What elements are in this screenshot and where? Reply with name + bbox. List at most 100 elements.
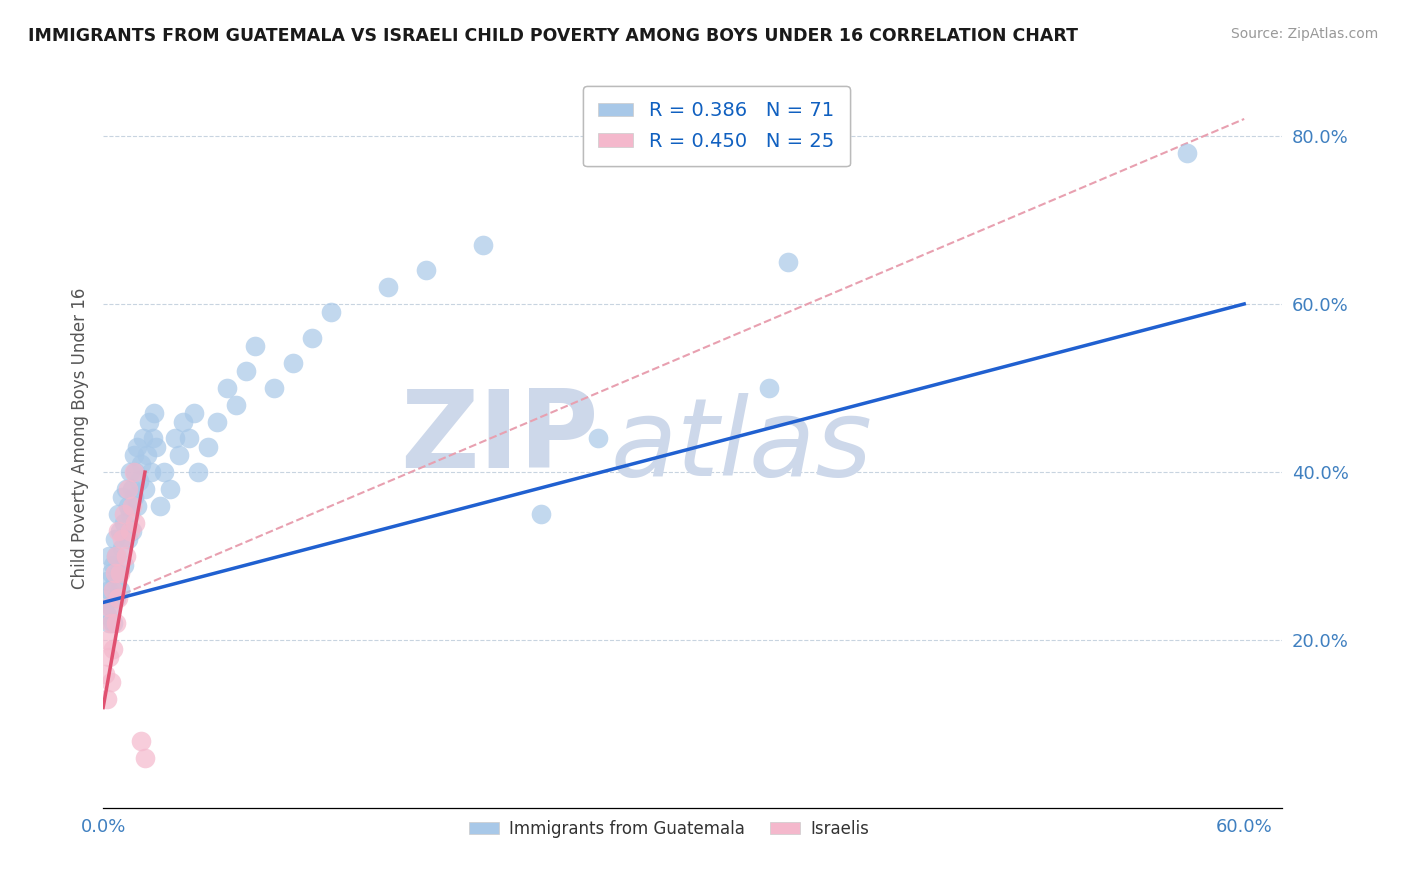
Point <box>122 491 145 505</box>
Point <box>112 558 135 572</box>
Point <box>101 582 124 597</box>
Point <box>165 432 187 446</box>
Point <box>111 541 134 555</box>
Point <box>263 381 285 395</box>
Point <box>207 415 229 429</box>
Point <box>117 533 139 547</box>
Point <box>127 440 149 454</box>
Text: IMMIGRANTS FROM GUATEMALA VS ISRAELI CHILD POVERTY AMONG BOYS UNDER 16 CORRELATI: IMMIGRANTS FROM GUATEMALA VS ISRAELI CHI… <box>28 27 1078 45</box>
Point <box>96 574 118 589</box>
Point <box>100 616 122 631</box>
Point <box>103 566 125 580</box>
Point <box>121 482 143 496</box>
Point <box>415 263 437 277</box>
Point <box>134 482 156 496</box>
Point <box>134 751 156 765</box>
Point <box>112 516 135 530</box>
Text: Source: ZipAtlas.com: Source: ZipAtlas.com <box>1230 27 1378 41</box>
Point <box>107 566 129 580</box>
Point <box>529 507 551 521</box>
Point <box>145 440 167 454</box>
Point <box>96 608 118 623</box>
Point <box>197 440 219 454</box>
Point <box>97 599 120 614</box>
Point <box>132 432 155 446</box>
Point <box>215 381 238 395</box>
Point <box>129 457 152 471</box>
Point <box>100 599 122 614</box>
Point <box>301 330 323 344</box>
Point <box>115 549 138 564</box>
Point <box>586 432 609 446</box>
Point <box>321 305 343 319</box>
Point <box>225 398 247 412</box>
Point <box>105 591 128 606</box>
Point <box>172 415 194 429</box>
Text: ZIP: ZIP <box>399 385 599 491</box>
Point <box>117 499 139 513</box>
Point <box>115 482 138 496</box>
Point <box>124 516 146 530</box>
Point <box>101 641 124 656</box>
Point <box>1175 145 1198 160</box>
Point <box>118 524 141 538</box>
Point <box>97 616 120 631</box>
Point <box>107 591 129 606</box>
Point <box>111 533 134 547</box>
Point <box>122 448 145 462</box>
Point <box>138 415 160 429</box>
Point <box>167 448 190 462</box>
Point <box>159 482 181 496</box>
Point <box>149 499 172 513</box>
Point <box>105 616 128 631</box>
Point <box>129 734 152 748</box>
Point <box>118 507 141 521</box>
Point <box>245 339 267 353</box>
Point <box>105 549 128 564</box>
Point <box>235 364 257 378</box>
Point <box>100 675 122 690</box>
Point <box>103 574 125 589</box>
Point <box>110 582 132 597</box>
Point <box>103 533 125 547</box>
Point <box>377 280 399 294</box>
Point <box>122 465 145 479</box>
Point <box>96 633 118 648</box>
Point <box>97 549 120 564</box>
Point <box>139 465 162 479</box>
Point <box>283 356 305 370</box>
Text: atlas: atlas <box>610 393 872 499</box>
Point <box>118 465 141 479</box>
Y-axis label: Child Poverty Among Boys Under 16: Child Poverty Among Boys Under 16 <box>72 288 89 590</box>
Point <box>187 465 209 479</box>
Point <box>124 465 146 479</box>
Point <box>96 692 118 706</box>
Point <box>112 507 135 521</box>
Point <box>128 474 150 488</box>
Point <box>110 524 132 538</box>
Point <box>135 448 157 462</box>
Point <box>97 582 120 597</box>
Point <box>94 667 117 681</box>
Point <box>111 491 134 505</box>
Point <box>117 482 139 496</box>
Point <box>94 591 117 606</box>
Point <box>127 499 149 513</box>
Point <box>97 650 120 665</box>
Legend: Immigrants from Guatemala, Israelis: Immigrants from Guatemala, Israelis <box>463 814 876 845</box>
Point <box>472 238 495 252</box>
Point <box>107 507 129 521</box>
Point <box>121 524 143 538</box>
Point <box>183 406 205 420</box>
Point <box>143 406 166 420</box>
Point <box>101 558 124 572</box>
Point <box>101 616 124 631</box>
Point <box>758 381 780 395</box>
Point <box>107 524 129 538</box>
Point <box>142 432 165 446</box>
Point <box>177 432 200 446</box>
Point <box>776 255 799 269</box>
Point <box>153 465 176 479</box>
Point <box>100 566 122 580</box>
Point <box>105 549 128 564</box>
